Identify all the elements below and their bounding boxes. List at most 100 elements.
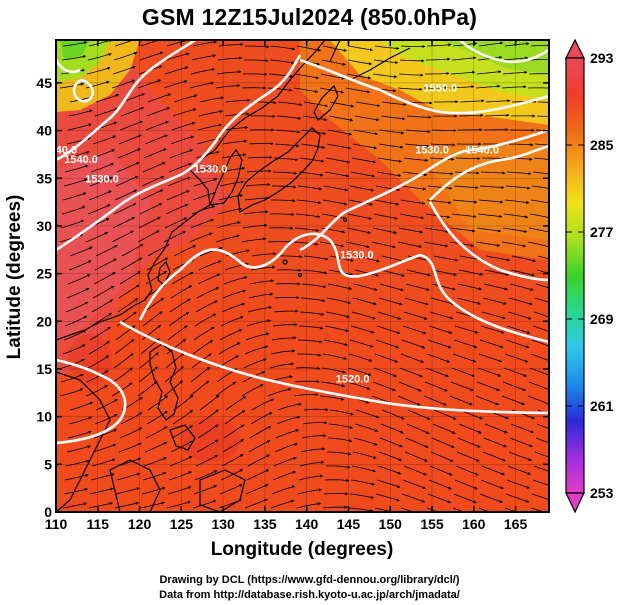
streamline [296,502,322,509]
streamline [275,429,300,439]
streamline [371,241,396,249]
streamline [63,178,88,187]
streamline [532,171,549,175]
streamline [346,381,371,390]
streamline [483,437,507,448]
streamline [272,185,297,189]
streamline [426,57,451,61]
svg-text:1540.0: 1540.0 [43,145,77,157]
streamline [399,367,423,378]
credit-data-source: Data from http://database.rish.kyoto-u.a… [159,589,460,601]
streamline [295,366,321,370]
streamline [376,325,401,335]
streamline [223,125,249,131]
streamline [323,185,349,192]
streamline [277,101,303,107]
streamline [405,283,430,291]
streamline [59,82,85,89]
streamline [351,311,376,320]
streamline [322,505,348,509]
streamline [146,257,169,271]
streamline [87,355,110,369]
y-tick-label: 5 [44,456,52,472]
streamline [354,423,379,432]
streamline [479,339,504,349]
streamline [198,260,222,271]
streamline [297,353,322,357]
streamline [246,319,271,327]
streamline [244,498,268,509]
streamline [139,352,159,369]
streamline [62,41,88,47]
streamline [90,162,114,173]
streamline [119,427,143,439]
streamline [294,73,320,80]
streamline [86,370,109,383]
streamline [379,283,404,292]
streamline [346,227,372,235]
streamline [454,325,479,334]
x-tick-label: 120 [128,516,152,532]
streamline [454,171,480,175]
streamline [531,493,549,500]
streamline [146,107,171,117]
streamline [194,313,217,327]
streamline [529,213,549,218]
streamline [114,40,139,47]
streamline [85,231,109,243]
streamline [327,129,353,136]
svg-text:1530.0: 1530.0 [415,145,449,157]
streamline [115,487,140,495]
streamline [533,157,549,161]
contour-label: 1530.0 [194,164,228,176]
streamline [348,199,374,206]
streamline [532,479,549,486]
colorbar-top-arrow [565,38,585,59]
streamline [244,345,269,355]
streamline [300,143,326,149]
streamline [329,255,355,262]
streamline [478,507,491,512]
streamline [94,258,117,271]
y-tick-label: 40 [36,123,52,139]
streamline [199,96,225,103]
streamline [216,70,242,75]
streamline [475,84,501,89]
streamline [327,283,353,290]
streamline [427,339,452,349]
x-tick-label: 140 [295,516,319,532]
colorbar-scale [565,57,585,494]
streamline [141,175,165,187]
streamline [378,451,402,461]
x-tick-label: 135 [253,516,277,532]
streamline [111,79,136,89]
streamline [510,269,535,277]
streamline [137,230,160,243]
streamline [147,244,170,257]
streamline [400,353,425,363]
streamline [375,493,400,502]
streamline [345,87,371,94]
streamline [92,285,115,299]
x-tick-label: 165 [504,516,528,532]
streamline [61,206,86,215]
streamline [190,366,211,383]
streamline [351,157,377,164]
streamline [241,237,267,243]
streamline [431,437,455,448]
streamline [163,80,188,89]
streamline [269,59,295,65]
streamline [246,469,270,481]
streamline [91,299,114,313]
streamline [402,325,427,335]
colorbar-tick-label: 285 [590,137,614,153]
streamline [507,465,532,475]
svg-text:1540.0: 1540.0 [465,145,499,157]
streamline [143,457,167,467]
streamline [293,241,319,246]
streamline [142,162,166,173]
streamline [218,193,244,201]
streamline [141,486,166,495]
streamline [381,101,407,107]
streamline [345,241,370,249]
